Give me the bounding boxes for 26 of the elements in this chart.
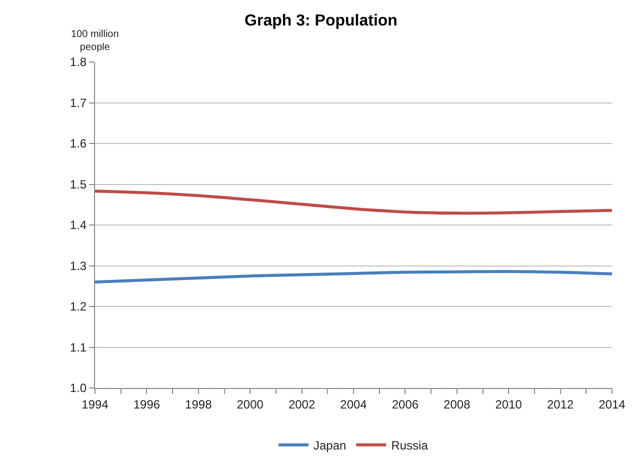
y-tick-label: 1.5 [70,177,87,192]
y-tick-label: 1.2 [70,300,87,314]
x-tick-label: 1994 [82,397,109,412]
x-tick-label: 2006 [392,397,419,412]
x-tick-label: 1996 [133,397,160,412]
y-tick-label: 1.6 [70,136,87,151]
x-tick-label: 2002 [288,397,316,412]
y-tick-label: 1.0 [70,381,87,396]
x-tick-label: 2014 [598,397,626,412]
line-series [95,190,612,215]
x-tick-label: 1998 [185,397,212,412]
x-tick-label: 2004 [340,397,368,412]
y-tick-label: 1.3 [70,258,87,273]
line-series [95,270,612,284]
legend-label: Russia [391,438,428,453]
x-tick-label: 2008 [444,397,471,412]
x-tick-label: 2012 [546,397,574,412]
chart-title: Graph 3: Population [244,12,398,30]
legend-label: Japan [314,438,346,453]
y-axis-title: 100 million people [71,29,119,53]
y-tick-label: 1.1 [70,340,87,354]
x-tick-label: 2000 [236,397,264,412]
y-tick-label: 1.8 [70,55,87,70]
x-tick-label: 2010 [495,397,522,412]
y-tick-label: 1.7 [70,96,87,110]
y-tick-label: 1.4 [70,218,87,232]
